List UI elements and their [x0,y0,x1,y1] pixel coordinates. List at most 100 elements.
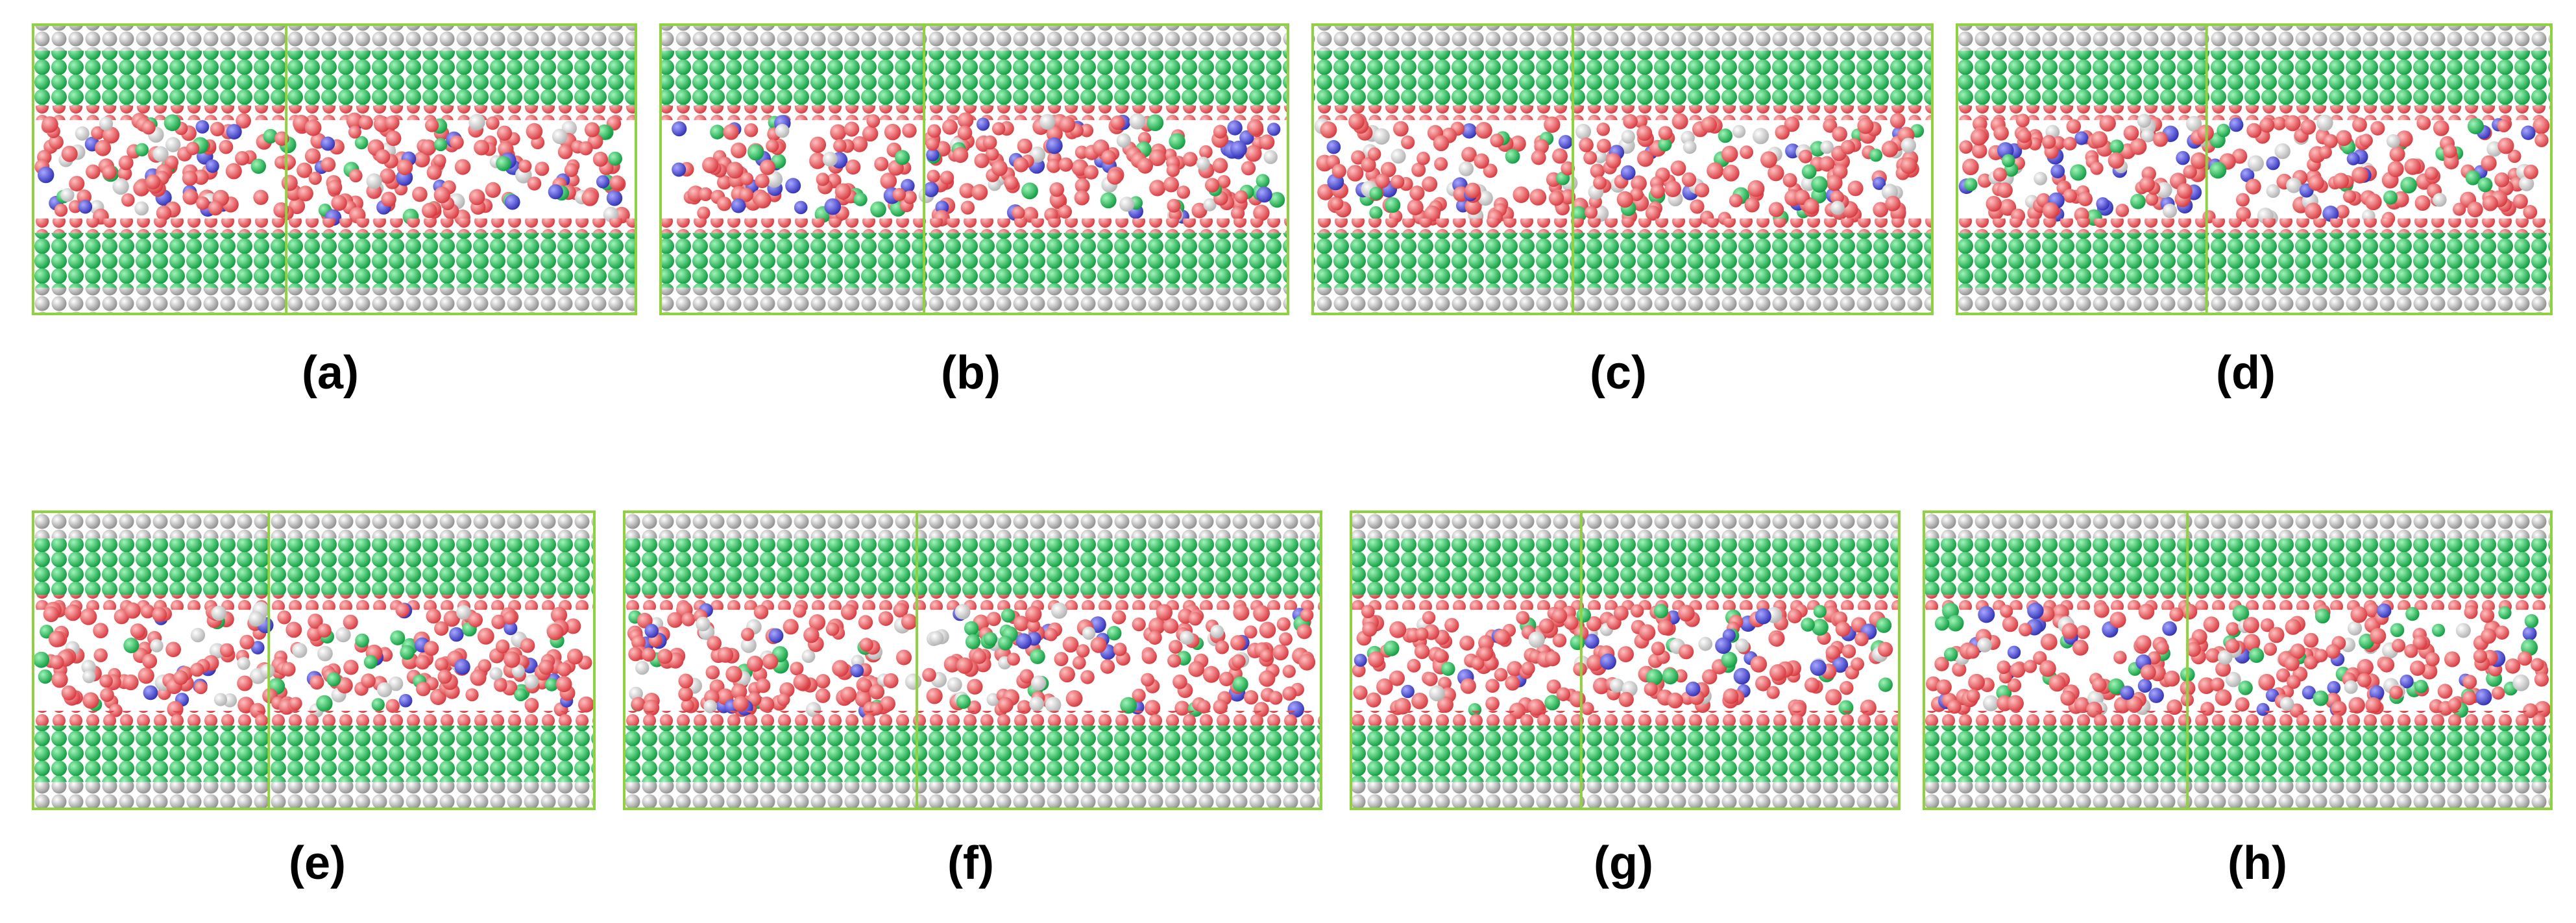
panel-label: (b) [941,347,1001,399]
atom [1219,671,1234,687]
atom [874,156,889,171]
atom [957,125,973,141]
atom [2302,686,2316,700]
atom [1453,186,1469,202]
atom [91,126,105,140]
atom [2390,623,2405,638]
atom [485,182,501,198]
atom [1811,176,1828,193]
atom [2414,195,2431,211]
atom [1232,676,1248,692]
atom [926,688,943,704]
snapshot [32,510,596,810]
atom [1561,161,1575,176]
atom [1769,664,1786,681]
atom [1690,199,1705,214]
atom [1212,158,1228,173]
atom [2050,164,2065,178]
cell-box [1350,510,1901,810]
atom [740,172,754,186]
atom [1401,135,1415,150]
atom [2017,128,2032,143]
atom [1766,686,1780,699]
atom [511,664,525,678]
atom [2243,634,2261,651]
atom [2519,176,2534,191]
atom [308,614,323,629]
atom [1570,635,1585,651]
atom [858,615,873,630]
atom [250,641,265,654]
atom [1521,662,1535,676]
atom [698,187,712,201]
atom [1080,123,1094,138]
atom [2063,136,2077,150]
atom [130,623,145,639]
atom [1685,681,1701,697]
atom [2352,117,2367,132]
bottom-green-layers [624,725,1321,782]
atom [2113,651,2127,664]
atom [468,114,485,130]
atom [1977,638,1992,653]
atom [880,173,897,189]
atom [2231,149,2248,164]
atom [260,664,275,678]
atom [219,139,234,154]
atom [832,660,849,677]
atom [794,200,808,215]
atom [366,173,382,189]
atom [957,112,974,128]
atom [2152,132,2169,147]
atom [801,649,816,664]
atom [1679,644,1694,660]
atom [343,660,359,675]
atom [717,175,732,190]
atom [1076,644,1090,658]
atom [1474,153,1489,169]
atom [281,174,298,191]
atom [326,672,341,687]
atom [1715,637,1732,654]
bottom-green-layers [1313,233,1932,288]
atom [925,137,940,151]
atom [1616,191,1634,208]
atom [186,141,200,156]
atom [1552,148,1568,164]
atom [1141,649,1157,664]
atom [1609,678,1624,693]
atom [75,126,90,141]
atom [1112,610,1126,625]
atom [964,621,979,636]
atom [557,662,572,677]
atom [42,116,58,133]
atom [901,614,917,630]
atom [140,604,155,619]
atom [1636,125,1653,141]
atom [1559,135,1573,149]
atom [1934,616,1950,631]
atom [2246,123,2262,138]
atom [2464,605,2478,619]
atom [164,114,181,132]
atom [816,674,831,689]
atom [1156,604,1173,621]
atom [2505,658,2521,674]
atom [385,130,402,147]
atom [581,189,598,206]
atom [2226,622,2240,636]
atom [2000,605,2013,618]
atom [1391,149,1406,164]
atom [2522,626,2537,641]
atom [1618,646,1634,662]
atom [725,665,742,683]
atom [363,655,378,669]
atom [2303,655,2318,669]
atom [388,676,404,691]
atom [1203,198,1217,211]
atom [1054,652,1069,667]
atom [1667,692,1683,709]
atom [2414,680,2428,693]
atom [2109,612,2126,629]
atom [2015,114,2030,128]
